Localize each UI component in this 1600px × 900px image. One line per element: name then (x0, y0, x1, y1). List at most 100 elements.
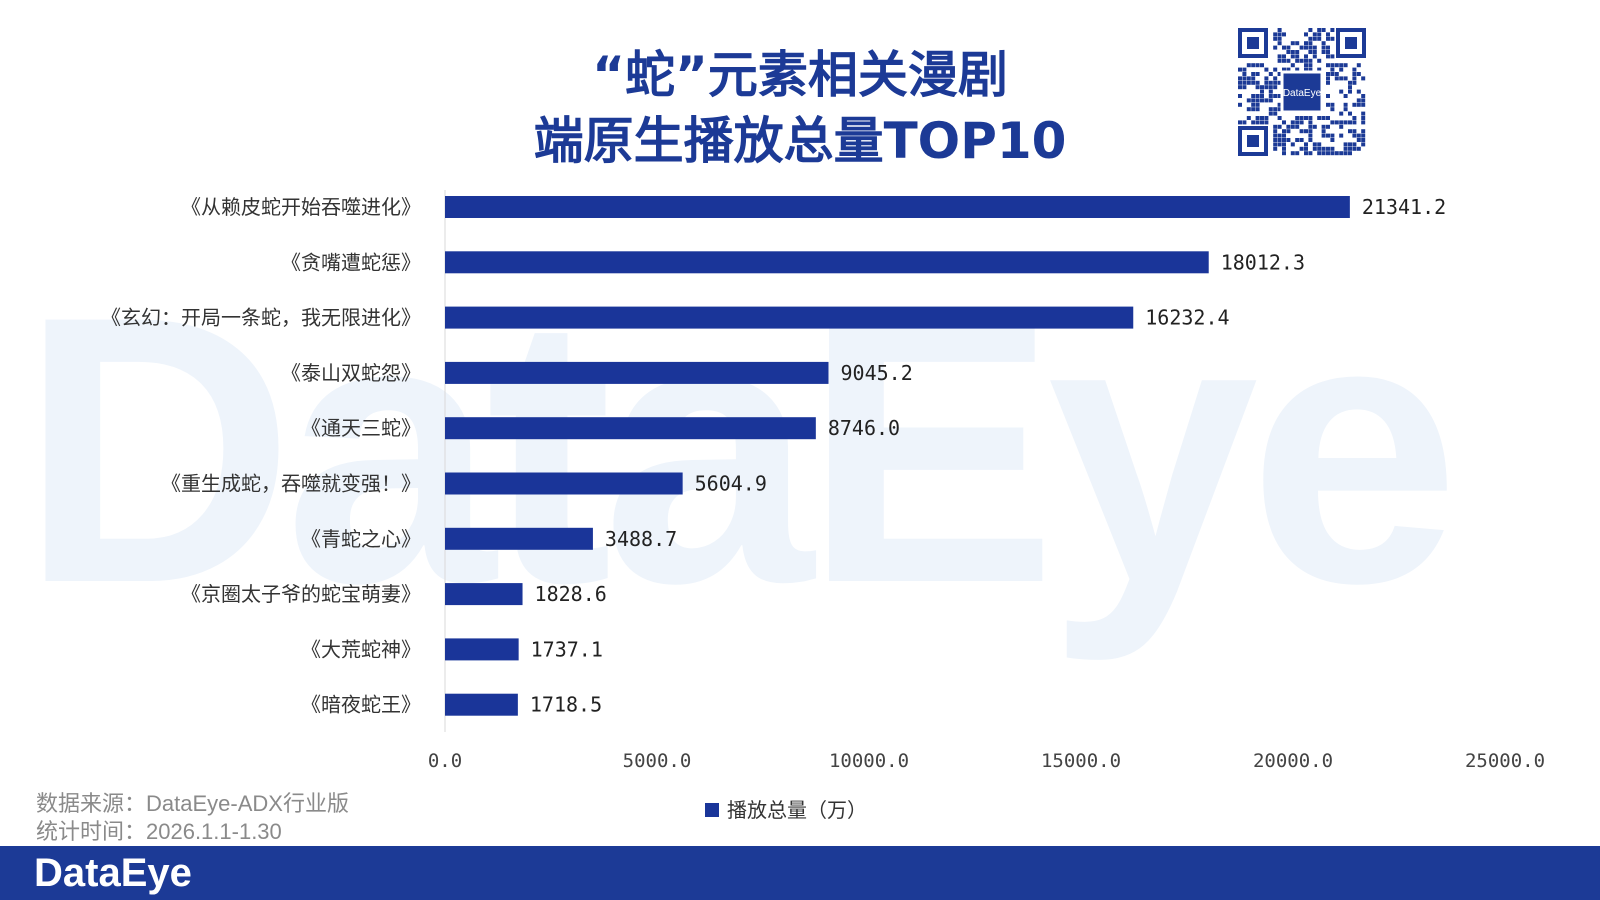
qr-module (1308, 50, 1313, 54)
qr-module (1277, 72, 1282, 76)
qr-module (1277, 107, 1282, 112)
qr-module (1282, 151, 1286, 156)
qr-module (1356, 102, 1361, 107)
qr-module (1255, 102, 1260, 107)
qr-module (1304, 54, 1308, 59)
qr-module (1295, 54, 1300, 59)
footer-logo: DataEye (34, 851, 192, 895)
qr-module (1343, 63, 1348, 68)
qr-module (1304, 67, 1308, 72)
qr-module (1299, 146, 1304, 151)
qr-module (1312, 54, 1317, 59)
qr-module (1330, 36, 1335, 41)
qr-module (1330, 28, 1335, 32)
qr-module (1290, 41, 1295, 46)
qr-module (1251, 107, 1256, 112)
qr-module (1242, 120, 1247, 125)
qr-module (1251, 80, 1256, 85)
qr-module (1334, 76, 1339, 81)
qr-module (1282, 129, 1286, 134)
qr-module (1260, 98, 1264, 103)
qr-module (1326, 94, 1330, 98)
qr-module (1268, 94, 1273, 98)
qr-module (1361, 76, 1366, 81)
qr-module (1308, 124, 1313, 129)
bar (445, 417, 816, 440)
qr-module (1268, 98, 1273, 103)
qr-module (1282, 54, 1286, 59)
qr-module (1277, 32, 1282, 37)
qr-module (1326, 32, 1330, 37)
legend-label: 播放总量（万） (727, 798, 867, 822)
qr-module (1312, 124, 1317, 129)
qr-module (1273, 76, 1278, 81)
qr-module (1348, 85, 1352, 90)
chart-legend: 播放总量（万） (705, 798, 867, 822)
qr-module (1238, 85, 1242, 90)
qr-module (1317, 116, 1322, 120)
qr-module (1260, 116, 1264, 120)
qr-module (1308, 28, 1313, 32)
source-line-2: 统计时间：2026.1.1-1.30 (36, 819, 282, 844)
data-label: 9045.2 (841, 361, 913, 385)
qr-module (1286, 124, 1291, 129)
qr-code: DataEye (1236, 26, 1368, 158)
qr-module (1286, 50, 1291, 54)
category-label: 《从赖皮蛇开始吞噬进化》 (181, 195, 421, 219)
qr-module (1246, 76, 1251, 81)
qr-module (1282, 133, 1286, 138)
qr-module (1352, 67, 1357, 72)
x-tick-label: 5000.0 (623, 750, 692, 772)
qr-module (1317, 36, 1322, 41)
qr-module (1282, 120, 1286, 125)
qr-module (1251, 72, 1256, 76)
qr-module (1282, 32, 1286, 37)
qr-module (1352, 116, 1357, 120)
qr-module (1286, 58, 1291, 63)
qr-module (1308, 138, 1313, 142)
qr-module (1343, 94, 1348, 98)
qr-module (1286, 138, 1291, 142)
qr-module (1326, 76, 1330, 81)
qr-module (1304, 146, 1308, 151)
qr-module (1348, 80, 1352, 85)
qr-module (1321, 45, 1326, 50)
qr-module (1356, 138, 1361, 142)
qr-module (1273, 80, 1278, 85)
qr-module (1317, 32, 1322, 37)
bar (445, 196, 1350, 218)
qr-module (1308, 133, 1313, 138)
qr-module (1282, 45, 1286, 50)
qr-module (1326, 133, 1330, 138)
qr-module (1326, 50, 1330, 54)
qr-module (1290, 151, 1295, 156)
qr-module (1361, 138, 1366, 142)
qr-module (1321, 151, 1326, 156)
qr-module (1317, 58, 1322, 63)
qr-module (1330, 146, 1335, 151)
qr-module (1317, 67, 1322, 72)
qr-module (1238, 67, 1242, 72)
qr-module (1356, 146, 1361, 151)
qr-module (1326, 124, 1330, 129)
qr-module (1361, 111, 1366, 116)
qr-module (1352, 120, 1357, 125)
category-label: 《重生成蛇，吞噬就变强！》 (161, 472, 421, 496)
qr-module (1277, 54, 1282, 59)
qr-module (1308, 45, 1313, 50)
qr-module (1304, 151, 1308, 156)
qr-module (1273, 85, 1278, 90)
x-tick-label: 10000.0 (829, 750, 909, 772)
data-label: 18012.3 (1221, 250, 1305, 274)
qr-module (1273, 111, 1278, 116)
qr-module (1343, 120, 1348, 125)
qr-module (1361, 129, 1366, 134)
x-tick-label: 15000.0 (1041, 750, 1121, 772)
qr-module (1268, 89, 1273, 94)
qr-module (1304, 32, 1308, 37)
qr-module (1330, 72, 1335, 76)
qr-module (1246, 107, 1251, 112)
qr-module (1273, 142, 1278, 147)
qr-module (1264, 85, 1269, 90)
